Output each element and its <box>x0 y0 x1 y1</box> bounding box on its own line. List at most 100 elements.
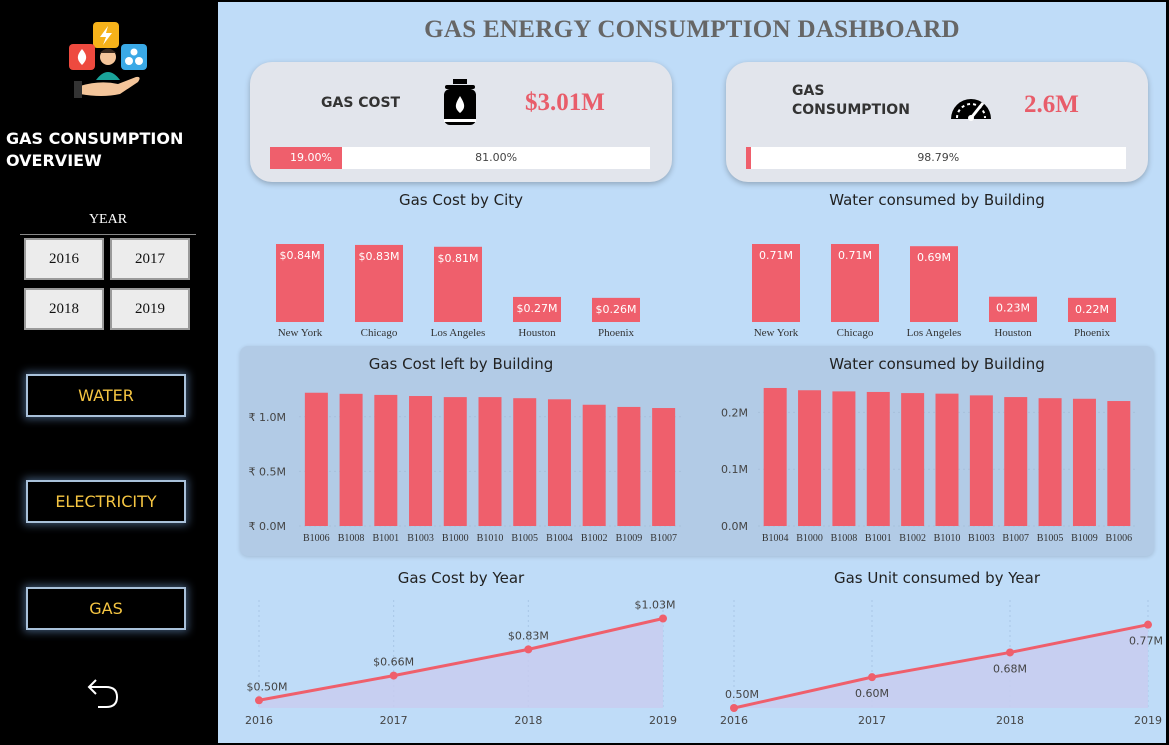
bar <box>434 246 482 322</box>
bar <box>513 398 537 526</box>
x-tick-label: Phoenix <box>598 327 635 339</box>
x-tick-label: 2019 <box>1134 714 1162 727</box>
x-tick-label: 2019 <box>649 714 677 727</box>
x-tick-label: B1000 <box>442 533 469 544</box>
bar <box>763 387 787 526</box>
bar <box>276 244 324 322</box>
bar <box>969 395 993 526</box>
x-tick-label: 2017 <box>858 714 886 727</box>
kpi-card-gas-cost: GAS COST $3.01M 19.00% 81.00% <box>250 62 672 182</box>
point-data-label: 0.68M <box>993 662 1027 675</box>
bar-data-label: $0.27M <box>517 302 558 315</box>
dashboard-canvas: GAS ENERGY CONSUMPTION DASHBOARD GAS COS… <box>218 2 1166 743</box>
bar <box>547 399 571 526</box>
x-tick-label: Chicago <box>837 327 874 339</box>
bar-data-label: $0.81M <box>438 252 479 265</box>
bar <box>617 406 641 526</box>
year-button-2019[interactable]: 2019 <box>110 288 190 330</box>
y-tick-label: ₹ 0.0M <box>249 520 286 533</box>
x-tick-label: B1005 <box>511 533 538 544</box>
chart-title-water-by-building: Water consumed by Building <box>829 355 1045 373</box>
chart-title-gas-unit-by-year: Gas Unit consumed by Year <box>833 569 1040 587</box>
x-tick-label: B1005 <box>1037 533 1064 544</box>
overview-title: GAS CONSUMPTION OVERVIEW <box>6 129 184 170</box>
x-tick-label: B1009 <box>616 533 643 544</box>
year-button-2017[interactable]: 2017 <box>110 238 190 280</box>
y-tick-label: 0.2M <box>721 406 748 419</box>
year-filter-divider <box>20 234 196 235</box>
bar <box>409 396 433 526</box>
year-button-2018[interactable]: 2018 <box>24 288 104 330</box>
bar <box>989 296 1037 322</box>
bar <box>935 393 959 526</box>
dashboard-title: GAS ENERGY CONSUMPTION DASHBOARD <box>424 16 960 43</box>
bar <box>752 244 800 322</box>
nav-water-button[interactable]: WATER <box>26 374 186 417</box>
bar-data-label: 0.23M <box>996 302 1030 315</box>
nav-gas-button[interactable]: GAS <box>26 587 186 630</box>
bar-data-label: 0.71M <box>838 249 872 262</box>
bar <box>832 391 856 526</box>
point-data-label: $1.03M <box>635 599 676 612</box>
point-data-label: $0.50M <box>247 680 288 693</box>
bar <box>798 390 822 526</box>
x-tick-label: B1010 <box>934 533 961 544</box>
x-tick-label: B1002 <box>581 533 608 544</box>
series-line <box>258 617 664 702</box>
x-tick-label: B1007 <box>650 533 677 544</box>
gas-unit-by-year-chart: 0.50M 2016 0.60M 2017 0.68M 2018 0.77M 2019 <box>720 600 1163 727</box>
x-tick-label: 2016 <box>720 714 748 727</box>
bar <box>652 408 676 526</box>
bar <box>355 244 403 322</box>
y-tick-label: 0.0M <box>721 520 748 533</box>
nav-electricity-button[interactable]: ELECTRICITY <box>26 480 186 523</box>
point-data-label: 0.60M <box>855 687 889 700</box>
kpi-value: 2.6M <box>1024 91 1079 118</box>
data-point <box>389 671 398 680</box>
bar <box>910 246 958 322</box>
x-tick-label: 2016 <box>245 714 273 727</box>
kpi-label: GAS CONSUMPTION <box>792 83 910 118</box>
gas-cost-by-city-chart: $0.84M New York $0.83M Chicago $0.81M Los Ang… <box>276 244 640 339</box>
bar <box>478 397 502 526</box>
point-data-label: 0.77M <box>1129 635 1163 648</box>
bar <box>1107 401 1131 526</box>
kpi-progress-rest-label: 81.00% <box>475 151 518 164</box>
undo-arrow-icon[interactable] <box>84 672 124 712</box>
x-tick-label: B1006 <box>1105 533 1132 544</box>
x-tick-label: B1001 <box>865 533 892 544</box>
data-point <box>730 704 738 712</box>
bar <box>1072 398 1096 526</box>
bar-data-label: 0.69M <box>917 251 951 264</box>
energy-hand-logo-icon <box>69 22 147 98</box>
x-tick-label: Houston <box>518 327 556 339</box>
x-tick-label: B1003 <box>968 533 995 544</box>
data-point <box>1144 620 1152 629</box>
gas-cost-by-year-chart: $0.50M 2016 $0.66M 2017 $0.83M 2018 $1.03M 2019 <box>245 599 677 727</box>
bar-data-label: 0.22M <box>1075 303 1109 316</box>
bar <box>592 297 640 322</box>
x-tick-label: B1008 <box>338 533 365 544</box>
year-filter-label: YEAR <box>88 212 128 227</box>
bar-data-label: 0.71M <box>759 249 793 262</box>
y-tick-label: ₹ 0.5M <box>249 465 286 478</box>
data-point <box>1006 648 1014 657</box>
gas-cost-by-building-chart: ₹ 0.0M ₹ 0.5M ₹ 1.0M B1006 B1008 B1001 B1003 B1… <box>249 392 681 544</box>
x-tick-label: B1007 <box>1002 533 1029 544</box>
chart-title-water-by-city: Water consumed by Building <box>829 191 1045 209</box>
bar <box>901 393 925 526</box>
bar <box>831 244 879 322</box>
chart-title-gas-cost-by-city: Gas Cost by City <box>398 191 524 209</box>
point-data-label: $0.83M <box>508 629 549 642</box>
kpi-progress-bar: 19.00% 81.00% <box>270 147 650 169</box>
bar-data-label: $0.26M <box>596 303 637 316</box>
y-tick-label: 0.1M <box>721 463 748 476</box>
bar <box>1004 397 1028 526</box>
chart-title-gas-cost-by-year: Gas Cost by Year <box>397 569 525 587</box>
year-button-2016[interactable]: 2016 <box>24 238 104 280</box>
kpi-progress-bar: 98.79% <box>746 147 1126 169</box>
bar <box>443 397 467 526</box>
x-tick-label: Houston <box>994 327 1032 339</box>
bar-data-label: $0.84M <box>280 249 321 262</box>
water-by-building-chart: 0.0M 0.1M 0.2M B1004 B1000 B1008 B1001 B1002 B10… <box>721 387 1136 544</box>
